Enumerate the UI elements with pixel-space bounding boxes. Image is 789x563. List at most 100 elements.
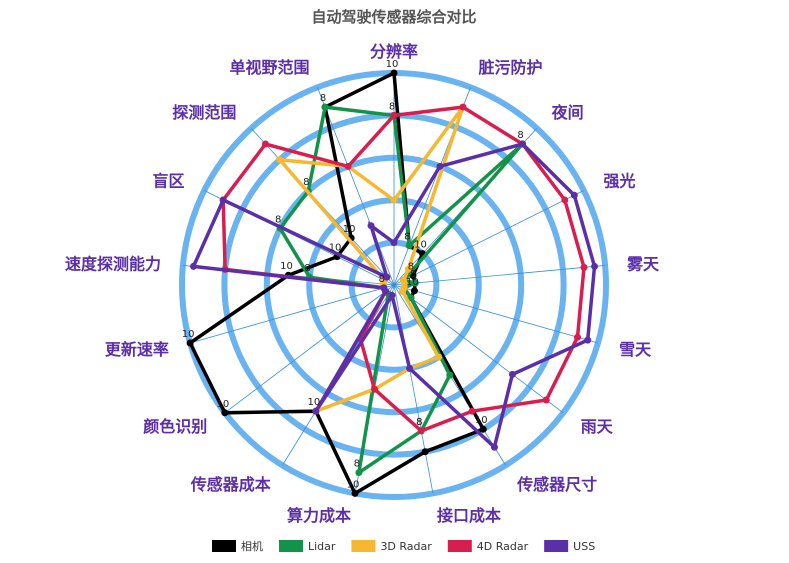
- legend-label-4: USS: [573, 540, 595, 553]
- data-label-22: 8: [303, 177, 309, 188]
- data-point-1-7: [446, 371, 454, 379]
- axis-label-13: 速度探测能力: [65, 254, 161, 273]
- data-label-16: 10: [182, 329, 195, 340]
- data-label-0: 10: [386, 59, 399, 70]
- data-point-3-16: [344, 162, 352, 170]
- data-point-3-6: [542, 396, 550, 404]
- axis-label-8: 接口成本: [437, 506, 501, 525]
- spoke-11: [224, 284, 395, 414]
- axis-label-1: 脏污防护: [479, 58, 543, 77]
- chart-title: 自动驾驶传感器综合对比: [311, 8, 476, 26]
- legend-swatch-4: [544, 540, 569, 552]
- data-point-4-15: [383, 273, 391, 281]
- data-point-4-0: [390, 239, 398, 247]
- axis-label-7: 传感器尺寸: [516, 475, 597, 494]
- data-point-1-1: [405, 241, 413, 249]
- axis-label-0: 分辨率: [370, 42, 418, 61]
- data-point-4-10: [312, 407, 320, 415]
- data-point-2-7: [435, 353, 443, 361]
- data-point-4-7: [490, 443, 498, 451]
- spoke-4: [393, 265, 606, 286]
- legend: 相机 Lidar 3D Radar 4D Radar USS: [212, 539, 595, 553]
- axis-label-6: 雨天: [581, 417, 614, 436]
- data-point-4-13: [189, 262, 197, 270]
- series-line-3: [221, 105, 586, 433]
- data-label-15: 10: [216, 399, 229, 410]
- axis-label-5: 雪天: [619, 340, 652, 359]
- data-label-2: 8: [517, 130, 523, 141]
- series-line-4: [190, 142, 597, 451]
- spoke-5: [393, 284, 599, 344]
- axis-label-14: 盲区: [153, 172, 185, 191]
- data-point-0-0: [390, 69, 398, 77]
- spoke-12: [189, 284, 395, 344]
- axis-label-11: 颜色识别: [143, 417, 207, 436]
- data-point-1-6: [407, 294, 415, 302]
- data-point-4-1: [436, 162, 444, 170]
- radar-series: [186, 69, 599, 497]
- axis-label-15: 探测范围: [172, 103, 236, 122]
- axis-label-10: 传感器成本: [190, 475, 271, 494]
- legend-label-1: Lidar: [308, 540, 336, 553]
- data-label-10: 10: [475, 415, 488, 426]
- data-point-2-2: [404, 265, 412, 273]
- series-line-1: [277, 105, 524, 477]
- data-label-6: 8: [410, 269, 416, 280]
- data-point-2-0: [390, 196, 398, 204]
- axis-label-4: 雾天: [626, 254, 660, 273]
- data-point-4-5: [584, 336, 592, 344]
- data-point-4-14: [219, 196, 227, 204]
- legend-swatch-1: [279, 540, 303, 552]
- data-point-2-6: [398, 287, 406, 295]
- data-point-3-1: [459, 103, 467, 111]
- data-point-1-4: [411, 279, 419, 287]
- data-label-5: 8: [408, 262, 414, 273]
- data-point-3-4: [580, 263, 588, 271]
- axis-label-12: 更新速率: [105, 340, 169, 359]
- data-point-0-8: [421, 448, 429, 456]
- legend-label-2: 3D Radar: [380, 540, 432, 553]
- data-point-0-5: [410, 287, 418, 295]
- series-4: [189, 140, 599, 451]
- data-point-4-4: [591, 262, 599, 270]
- data-label-11: 8: [416, 417, 422, 428]
- data-point-0-11: [221, 409, 229, 417]
- data-label-18: 8: [304, 263, 310, 274]
- data-point-1-9: [355, 469, 363, 477]
- spoke-6: [393, 284, 564, 414]
- data-point-3-9: [371, 385, 379, 393]
- data-point-0-12: [186, 339, 194, 347]
- data-point-3-7: [468, 407, 476, 415]
- data-point-0-7: [479, 425, 487, 433]
- spoke-8: [393, 284, 434, 494]
- data-label-4: 10: [414, 240, 427, 251]
- legend-swatch-3: [447, 540, 472, 552]
- data-point-4-2: [519, 140, 527, 148]
- data-label-23: 10: [343, 224, 356, 235]
- legend-label-0: 相机: [241, 539, 263, 553]
- data-point-2-15: [276, 156, 284, 164]
- data-point-0-9: [351, 489, 359, 497]
- axis-label-16: 单视野范围: [229, 58, 309, 77]
- data-label-13: 10: [347, 479, 360, 490]
- legend-swatch-2: [351, 540, 376, 552]
- data-label-19: 10: [280, 261, 293, 272]
- data-label-8: 10: [406, 277, 419, 288]
- data-point-4-16: [367, 222, 375, 230]
- data-label-17: 8: [379, 274, 385, 285]
- data-label-3: 8: [404, 231, 410, 242]
- axis-label-3: 强光: [603, 172, 635, 191]
- data-point-4-8: [406, 364, 414, 372]
- spoke-16: [317, 87, 395, 286]
- axis-label-9: 算力成本: [287, 506, 351, 525]
- legend-swatch-0: [212, 540, 236, 552]
- data-label-1: 8: [389, 101, 395, 112]
- data-point-3-5: [574, 333, 582, 341]
- data-point-3-3: [561, 196, 569, 204]
- data-point-4-6: [508, 370, 516, 378]
- spoke-3: [393, 190, 584, 286]
- data-label-14: 10: [308, 397, 321, 408]
- data-point-4-9: [388, 291, 396, 299]
